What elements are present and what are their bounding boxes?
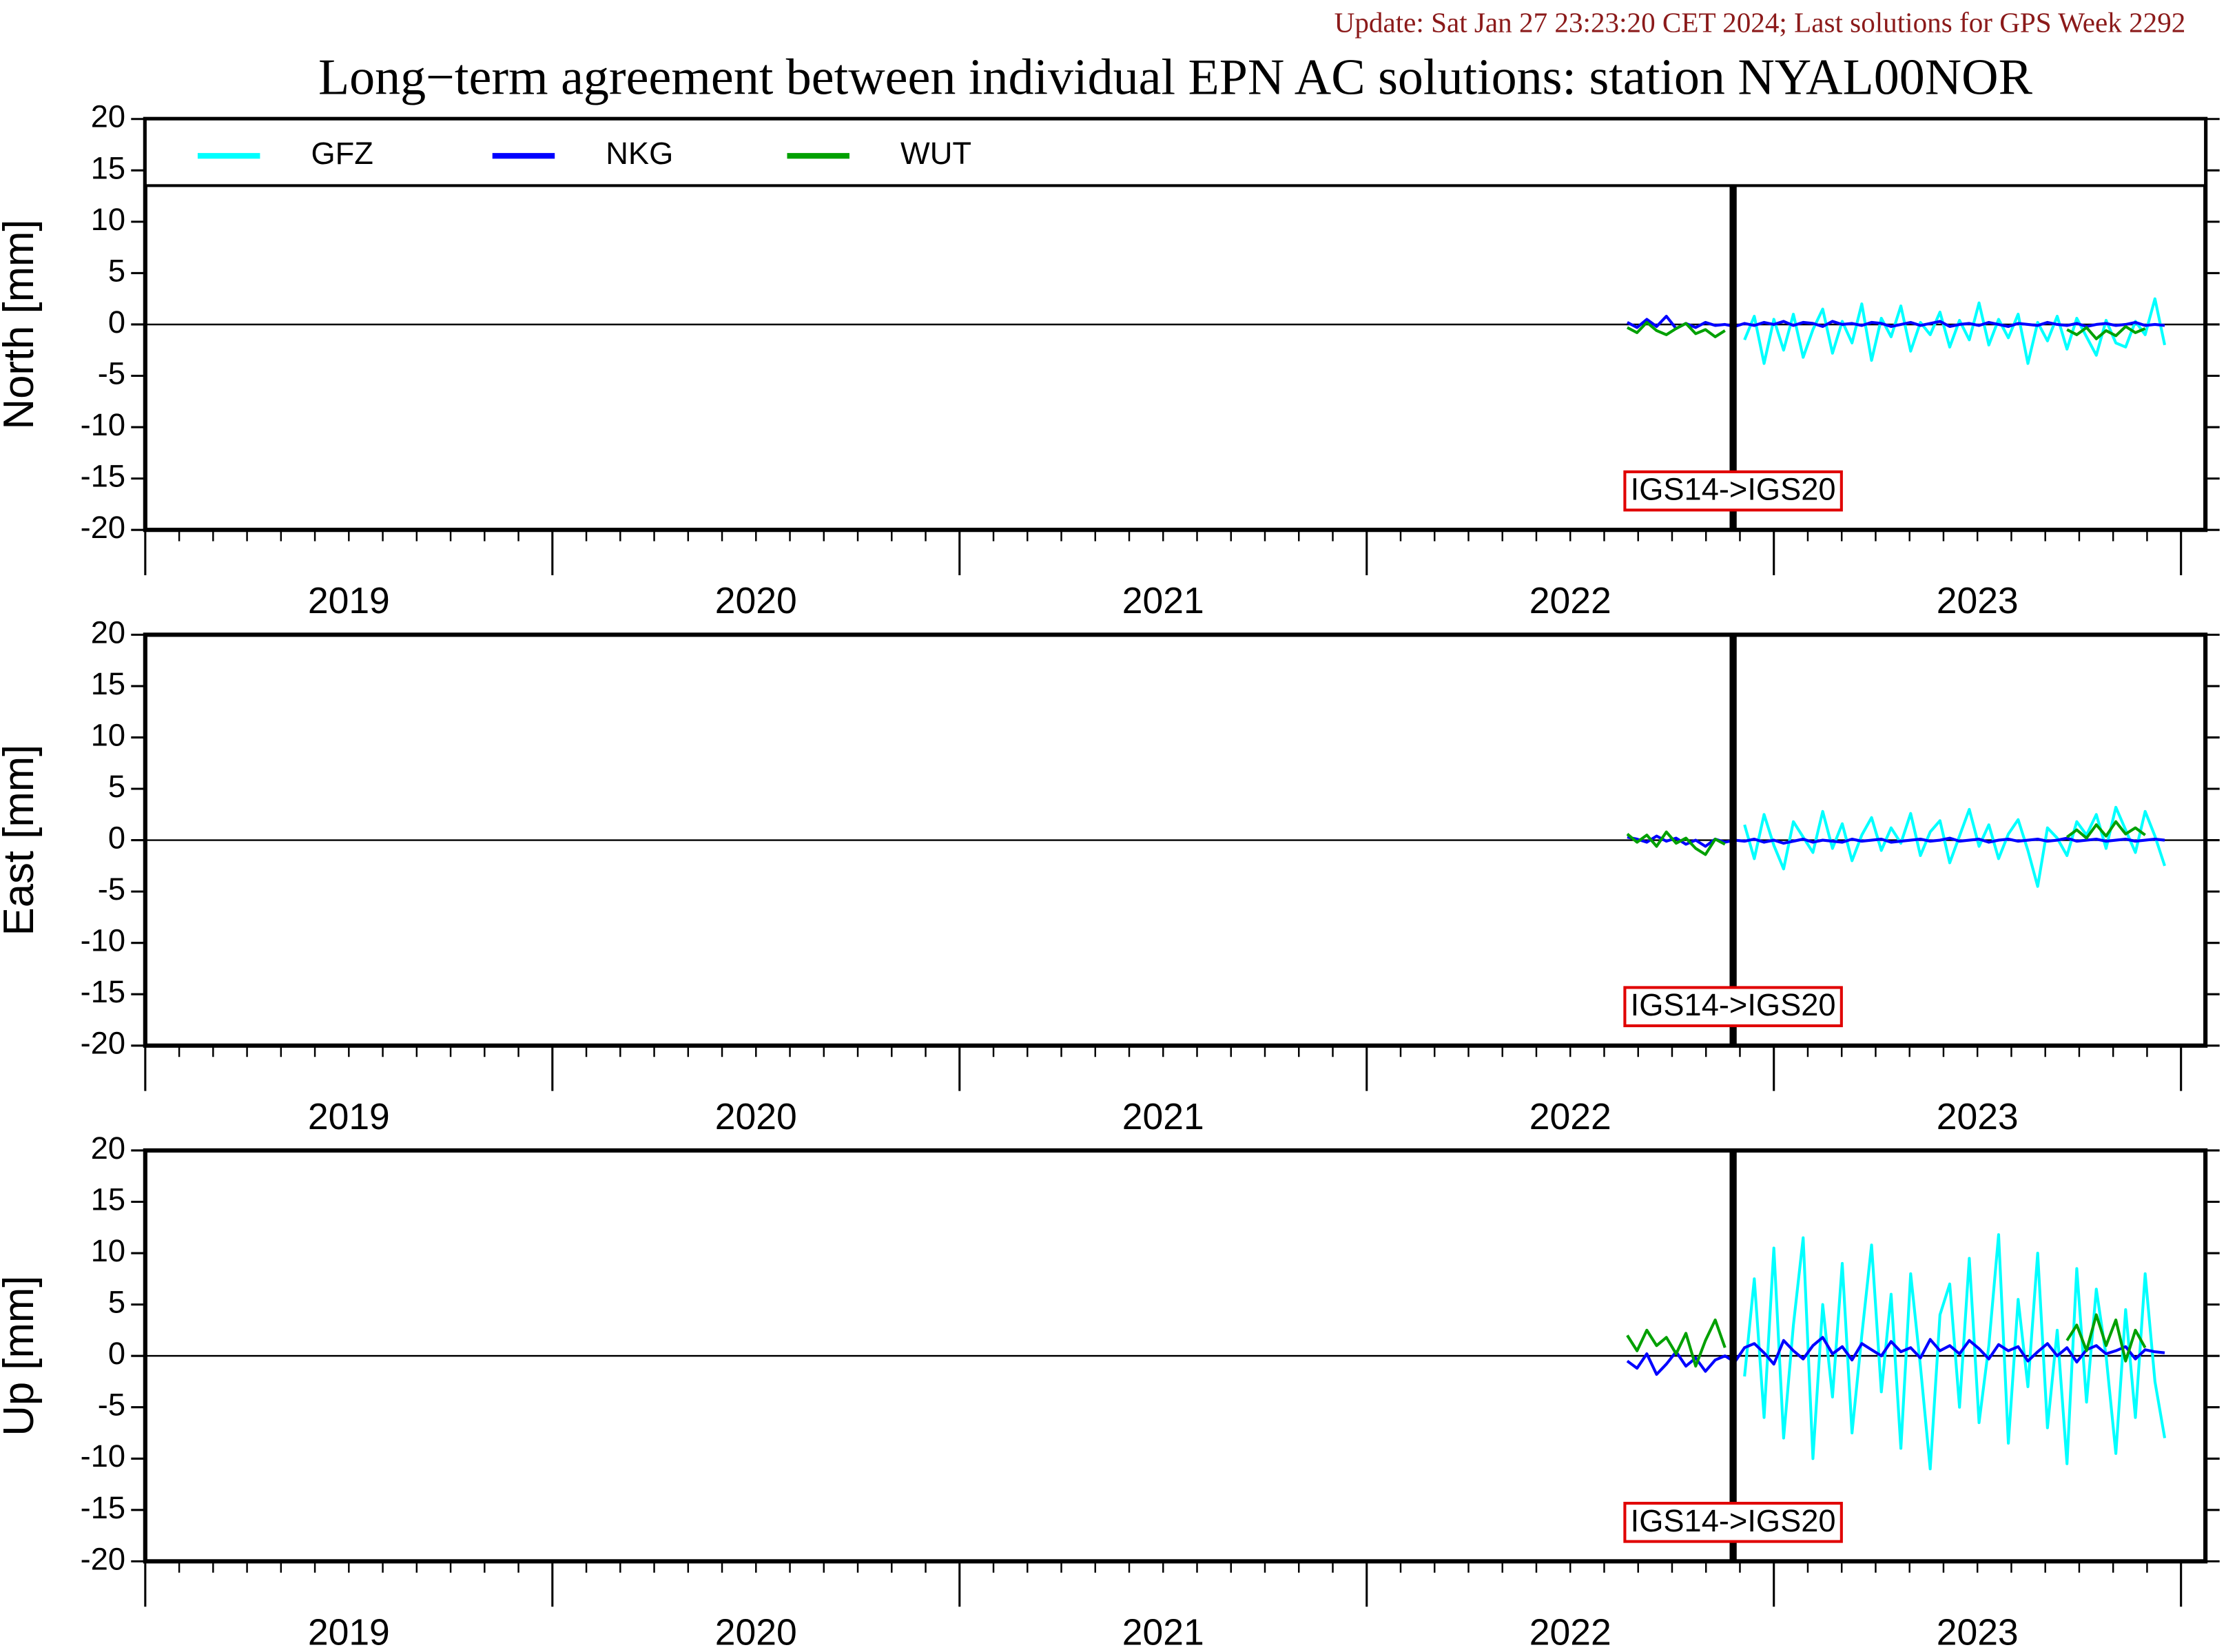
y-tick-label: -15 [81,1490,125,1525]
series-line [1743,297,2167,365]
annotation-box [1623,1502,1843,1543]
plot-frame [143,632,2208,1048]
y-tick-label: 5 [108,769,125,804]
x-tick-label: 2023 [1937,581,2019,621]
x-tick-label: 2023 [1937,1612,2019,1652]
y-tick-label: -10 [81,407,125,442]
y-tick-label: 20 [91,615,125,650]
series-line [1626,1336,2165,1376]
x-tick-label: 2021 [1122,581,1204,621]
legend-box [143,117,2207,187]
x-tick-label: 2019 [308,1612,390,1652]
update-note: Update: Sat Jan 27 23:23:20 CET 2024; La… [1334,6,2186,38]
y-axis-label: North [mm] [0,219,43,429]
y-axis-label: East [mm] [0,745,43,936]
y-tick-label: -5 [98,355,125,391]
panel: -20 -15 -10 -5 0 5 10 15 20 2019 2020 2021 2022 2023 I… [0,615,2220,1137]
panel: -20 -15 -10 -5 0 5 10 15 20 2019 2020 2021 2022 2023 I… [0,99,2220,621]
y-tick-label: -10 [81,923,125,958]
x-tick-label: 2022 [1529,1612,1611,1652]
x-tick-label: 2023 [1937,1097,2019,1137]
panel: -20 -15 -10 -5 0 5 10 15 20 2019 2020 2021 2022 2023 I… [0,1130,2220,1652]
x-tick-label: 2020 [715,581,797,621]
y-tick-label: -15 [81,974,125,1009]
y-tick-label: 20 [91,99,125,134]
y-tick-label: -5 [98,1387,125,1423]
annotation-box [1623,470,1843,512]
series-line [1743,805,2166,888]
annotation-label: IGS14->IGS20 [1631,472,1836,507]
y-tick-label: -5 [98,871,125,907]
y-tick-label: -15 [81,459,125,494]
y-tick-label: 15 [91,150,125,185]
x-tick-label: 2022 [1529,1097,1611,1137]
chart-title: Long−term agreement between individual E… [318,49,2033,105]
y-tick-label: 5 [108,1285,125,1320]
annotation-box [1623,986,1843,1028]
x-tick-label: 2020 [715,1612,797,1652]
x-tick-label: 2019 [308,581,390,621]
series-line [1627,320,2146,340]
plot-frame [143,1148,2208,1564]
y-tick-label: 0 [108,1336,125,1371]
series-line [1627,314,2165,330]
x-tick-label: 2022 [1529,581,1611,621]
x-tick-label: 2019 [308,1097,390,1137]
y-tick-label: 15 [91,1181,125,1217]
y-tick-label: -20 [81,510,125,545]
y-tick-label: 15 [91,666,125,701]
annotation-label: IGS14->IGS20 [1631,1503,1836,1538]
series-line [1626,1313,2147,1368]
legend-label: NKG [606,136,673,171]
y-tick-label: -10 [81,1438,125,1474]
y-tick-label: 10 [91,1233,125,1268]
y-tick-label: 10 [91,717,125,752]
legend-label: GFZ [311,136,373,171]
y-tick-label: -20 [81,1541,125,1576]
y-tick-label: 0 [108,304,125,340]
y-tick-label: 0 [108,820,125,856]
x-tick-label: 2020 [715,1097,797,1137]
y-axis-label: Up [mm] [0,1276,43,1436]
series-line [1626,820,2146,856]
series-line [1743,1233,2167,1471]
y-tick-label: 10 [91,202,125,237]
y-tick-label: 5 [108,253,125,288]
annotation-label: IGS14->IGS20 [1631,987,1836,1022]
x-tick-label: 2021 [1122,1097,1204,1137]
x-tick-label: 2021 [1122,1612,1204,1652]
legend-label: WUT [900,136,971,171]
y-tick-label: -20 [81,1026,125,1061]
y-tick-label: 20 [91,1130,125,1166]
